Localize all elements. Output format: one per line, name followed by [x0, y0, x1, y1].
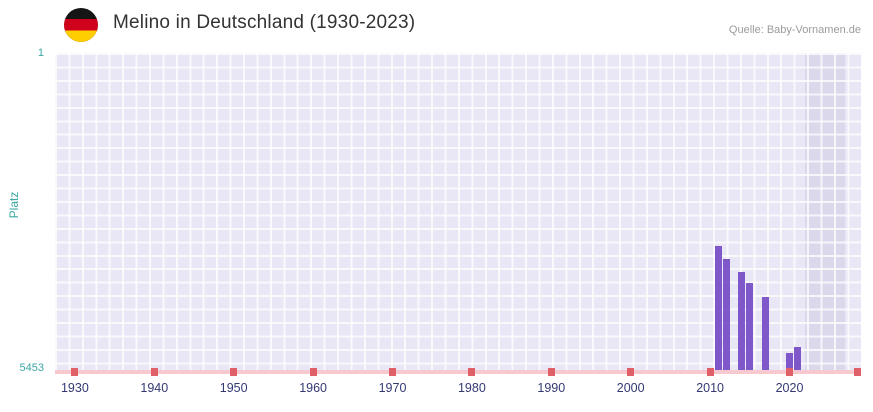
x-axis-labels: 1930 1940 1950 1960 1970 1980 1990 2000 2010 2020: [0, 381, 873, 399]
x-tick-label-1950: 1950: [219, 381, 248, 395]
x-tick-label-2000: 2000: [616, 381, 645, 395]
bar-2012[interactable]: [722, 259, 730, 370]
x-tick-mark-1930: [71, 368, 79, 376]
x-axis-line: [55, 370, 861, 374]
x-axis-tick-marks: [55, 368, 861, 376]
y-tick-bottom: 5453: [19, 362, 44, 374]
source-credit: Quelle: Baby-Vornamen.de: [728, 24, 861, 36]
x-tick-mark-1980: [468, 368, 476, 376]
bar-2015[interactable]: [746, 283, 754, 370]
x-tick-label-2010: 2010: [696, 381, 724, 395]
y-axis-title: Platz: [7, 191, 21, 219]
chart-title: Melino in Deutschland (1930-2023): [113, 12, 416, 33]
x-tick-mark-2000: [627, 368, 635, 376]
bar-2011[interactable]: [714, 246, 722, 370]
bar-2020[interactable]: [786, 353, 793, 370]
x-tick-mark-1990: [547, 368, 555, 376]
x-tick-label-1990: 1990: [537, 381, 566, 395]
x-tick-mark-2020: [786, 368, 793, 376]
german-flag-icon: [64, 8, 98, 42]
x-tick-label-1930: 1930: [60, 381, 89, 395]
x-tick-label-1940: 1940: [140, 381, 169, 395]
x-tick-label-1980: 1980: [457, 381, 486, 395]
plot-area: [55, 53, 861, 370]
x-tick-mark-1960: [309, 368, 317, 376]
y-tick-top: 1: [37, 47, 44, 59]
bar-2017[interactable]: [762, 297, 770, 370]
x-tick-mark-2029: [853, 368, 861, 376]
x-tick-mark-1950: [230, 368, 238, 376]
bar-2021[interactable]: [794, 347, 801, 370]
x-tick-label-1970: 1970: [378, 381, 407, 395]
x-tick-mark-1940: [150, 368, 158, 376]
x-tick-label-1960: 1960: [299, 381, 327, 395]
x-tick-label-2020: 2020: [775, 381, 804, 395]
bar-2014[interactable]: [738, 272, 746, 370]
x-tick-mark-1970: [389, 368, 396, 376]
x-tick-mark-2010: [706, 368, 714, 376]
